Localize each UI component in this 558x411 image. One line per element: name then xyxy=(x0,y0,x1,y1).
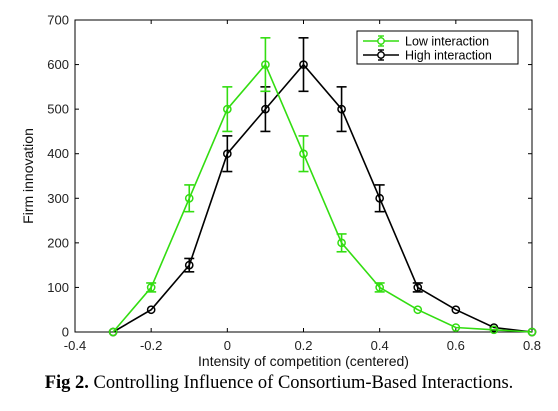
figure-caption-text: Controlling Influence of Consortium-Base… xyxy=(93,373,514,393)
figure-caption: Fig 2. Controlling Influence of Consorti… xyxy=(0,373,558,394)
x-tick-label: 0.8 xyxy=(523,338,541,353)
y-tick-label: 600 xyxy=(47,57,69,72)
y-axis: 0 100 200 300 400 500 600 700 xyxy=(47,13,532,340)
y-tick-label: 500 xyxy=(47,102,69,117)
data-point xyxy=(489,325,499,335)
y-tick-label: 400 xyxy=(47,146,69,161)
y-tick-label: 200 xyxy=(47,235,69,250)
data-point xyxy=(375,283,385,292)
x-tick-label: 0.6 xyxy=(447,338,465,353)
x-tick-label: 0.4 xyxy=(371,338,389,353)
legend-marker xyxy=(377,51,385,59)
y-axis-label: Firm innovation xyxy=(20,128,36,224)
x-axis: -0.4 -0.2 0 0.2 0.4 0.6 0.8 xyxy=(64,20,541,353)
data-point xyxy=(184,193,194,203)
data-point xyxy=(222,104,232,114)
data-point xyxy=(299,60,308,69)
series-layer xyxy=(108,37,537,337)
data-point xyxy=(375,193,385,203)
data-point xyxy=(527,327,537,337)
data-point xyxy=(222,149,232,159)
legend-item: Low interaction xyxy=(363,35,489,49)
data-point xyxy=(299,149,308,159)
x-tick-label: -0.4 xyxy=(64,338,86,353)
data-point xyxy=(451,323,461,332)
line-chart: 0 100 200 300 400 500 600 700 -0.4 -0.2 0 0.2 0.4 0.… xyxy=(20,13,541,370)
data-point xyxy=(337,238,346,248)
x-tick-label: 0 xyxy=(224,338,231,353)
series-line xyxy=(112,63,533,333)
legend-marker xyxy=(377,37,385,45)
data-point xyxy=(146,305,156,315)
data-point xyxy=(146,283,156,292)
x-axis-label: Intensity of competition (centered) xyxy=(198,353,409,369)
data-point xyxy=(413,283,423,292)
x-tick-label: -0.2 xyxy=(140,338,162,353)
series-high-interaction xyxy=(108,37,537,337)
y-tick-label: 300 xyxy=(47,191,69,206)
legend-item: High interaction xyxy=(363,49,492,63)
y-tick-label: 100 xyxy=(47,280,69,295)
series-low-interaction xyxy=(108,37,537,337)
legend-label: Low interaction xyxy=(405,35,489,49)
data-point xyxy=(108,327,118,337)
y-tick-label: 0 xyxy=(62,325,69,340)
data-point xyxy=(261,60,270,69)
x-tick-label: 0.2 xyxy=(294,338,312,353)
legend-label: High interaction xyxy=(405,49,492,63)
y-tick-label: 700 xyxy=(47,13,69,28)
data-point xyxy=(261,104,270,114)
data-point xyxy=(184,260,194,270)
series-line xyxy=(112,63,533,333)
figure-caption-label: Fig 2. xyxy=(44,373,89,393)
data-point xyxy=(413,305,423,315)
data-point xyxy=(337,104,346,114)
data-point xyxy=(451,305,461,315)
